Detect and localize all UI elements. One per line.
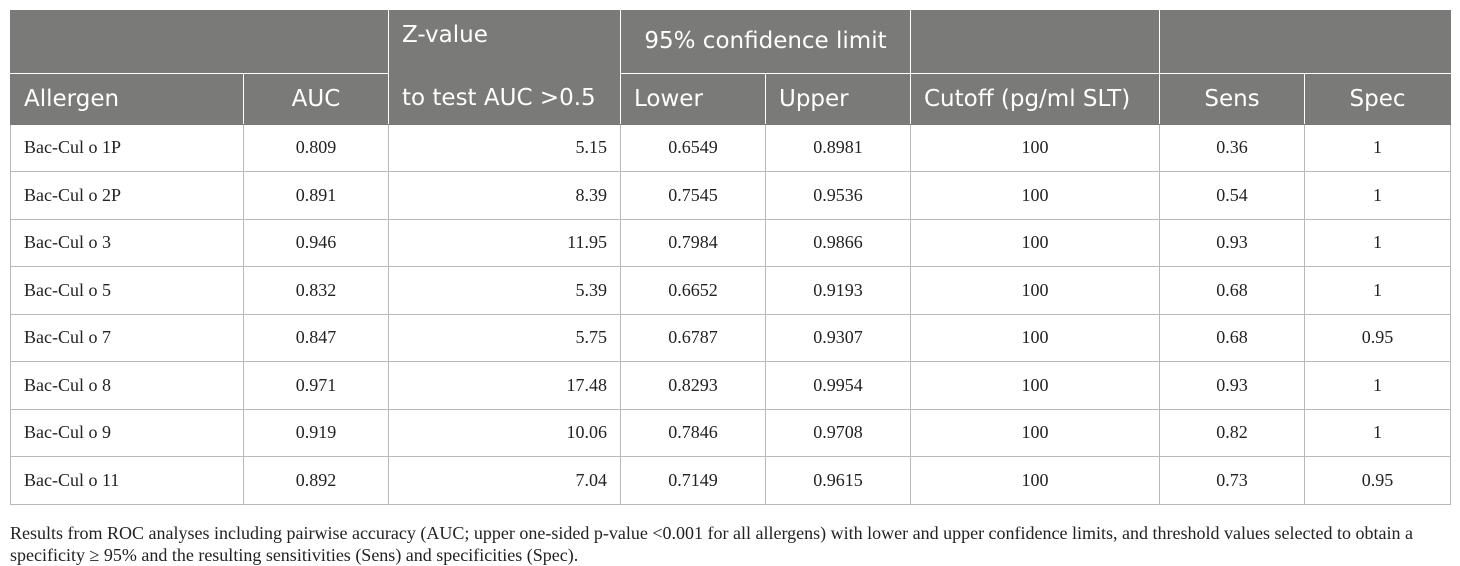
cell-cutoff: 100: [910, 361, 1160, 410]
table-header: Z-value 95% confidence limit Allergen AU…: [10, 10, 1451, 125]
cell-lower: 0.6549: [620, 123, 766, 172]
cell-upper: 0.9193: [765, 266, 911, 315]
cell-spec: 1: [1304, 408, 1451, 457]
cell-z-value: 8.39: [388, 171, 621, 220]
header-upper: Upper: [765, 73, 911, 125]
cell-allergen: Bac-Cul o 9: [10, 408, 244, 457]
cell-upper: 0.9954: [765, 361, 911, 410]
header-z-value-line1: Z-value: [388, 10, 621, 73]
cell-upper: 0.9536: [765, 171, 911, 220]
cell-lower: 0.6652: [620, 266, 766, 315]
header-auc: AUC: [243, 73, 389, 125]
table-row: Bac-Cul o 3 0.946 11.95 0.7984 0.9866 10…: [10, 218, 1451, 267]
cell-allergen: Bac-Cul o 2P: [10, 171, 244, 220]
cell-allergen: Bac-Cul o 3: [10, 218, 244, 267]
header-lower: Lower: [620, 73, 766, 125]
cell-upper: 0.8981: [765, 123, 911, 172]
header-cutoff: Cutoff (pg/ml SLT): [910, 73, 1160, 125]
cell-sens: 0.36: [1159, 123, 1305, 172]
cell-z-value: 5.75: [388, 313, 621, 362]
cell-sens: 0.82: [1159, 408, 1305, 457]
header-spec: Spec: [1304, 73, 1451, 125]
cell-upper: 0.9615: [765, 456, 911, 505]
header-confidence-limit-group: 95% confidence limit: [620, 10, 911, 74]
cell-spec: 1: [1304, 361, 1451, 410]
cell-spec: 0.95: [1304, 313, 1451, 362]
table-row: Bac-Cul o 9 0.919 10.06 0.7846 0.9708 10…: [10, 408, 1451, 457]
cell-auc: 0.832: [243, 266, 389, 315]
header-empty-cutoff: [910, 10, 1160, 74]
cell-upper: 0.9708: [765, 408, 911, 457]
cell-cutoff: 100: [910, 313, 1160, 362]
cell-auc: 0.919: [243, 408, 389, 457]
table-footnote: Results from ROC analyses including pair…: [10, 523, 1413, 565]
results-table-container: Z-value 95% confidence limit Allergen AU…: [10, 10, 1451, 505]
cell-cutoff: 100: [910, 408, 1160, 457]
cell-spec: 1: [1304, 123, 1451, 172]
cell-auc: 0.946: [243, 218, 389, 267]
cell-spec: 1: [1304, 171, 1451, 220]
table-row: Bac-Cul o 5 0.832 5.39 0.6652 0.9193 100…: [10, 266, 1451, 315]
cell-z-value: 10.06: [388, 408, 621, 457]
cell-spec: 0.95: [1304, 456, 1451, 505]
header-empty-allergen-auc: [10, 10, 389, 74]
cell-sens: 0.54: [1159, 171, 1305, 220]
cell-auc: 0.847: [243, 313, 389, 362]
cell-allergen: Bac-Cul o 7: [10, 313, 244, 362]
cell-cutoff: 100: [910, 456, 1160, 505]
table-row: Bac-Cul o 7 0.847 5.75 0.6787 0.9307 100…: [10, 313, 1451, 362]
cell-spec: 1: [1304, 218, 1451, 267]
header-empty-sens-spec: [1159, 10, 1451, 74]
cell-z-value: 17.48: [388, 361, 621, 410]
cell-z-value: 5.39: [388, 266, 621, 315]
table-row: Bac-Cul o 2P 0.891 8.39 0.7545 0.9536 10…: [10, 171, 1451, 220]
header-sens: Sens: [1159, 73, 1305, 125]
cell-sens: 0.68: [1159, 313, 1305, 362]
cell-allergen: Bac-Cul o 5: [10, 266, 244, 315]
cell-lower: 0.7984: [620, 218, 766, 267]
cell-sens: 0.68: [1159, 266, 1305, 315]
table-body: Bac-Cul o 1P 0.809 5.15 0.6549 0.8981 10…: [10, 123, 1451, 505]
cell-auc: 0.892: [243, 456, 389, 505]
cell-lower: 0.7545: [620, 171, 766, 220]
cell-allergen: Bac-Cul o 8: [10, 361, 244, 410]
table-row: Bac-Cul o 8 0.971 17.48 0.8293 0.9954 10…: [10, 361, 1451, 410]
cell-sens: 0.93: [1159, 218, 1305, 267]
cell-upper: 0.9307: [765, 313, 911, 362]
cell-allergen: Bac-Cul o 1P: [10, 123, 244, 172]
cell-cutoff: 100: [910, 218, 1160, 267]
header-allergen: Allergen: [10, 73, 244, 125]
cell-cutoff: 100: [910, 123, 1160, 172]
cell-auc: 0.809: [243, 123, 389, 172]
cell-spec: 1: [1304, 266, 1451, 315]
roc-results-table: Z-value 95% confidence limit Allergen AU…: [10, 10, 1451, 505]
cell-lower: 0.8293: [620, 361, 766, 410]
cell-z-value: 5.15: [388, 123, 621, 172]
cell-allergen: Bac-Cul o 11: [10, 456, 244, 505]
cell-lower: 0.6787: [620, 313, 766, 362]
table-row: Bac-Cul o 1P 0.809 5.15 0.6549 0.8981 10…: [10, 123, 1451, 172]
cell-auc: 0.971: [243, 361, 389, 410]
cell-cutoff: 100: [910, 171, 1160, 220]
cell-z-value: 11.95: [388, 218, 621, 267]
cell-auc: 0.891: [243, 171, 389, 220]
cell-upper: 0.9866: [765, 218, 911, 267]
cell-z-value: 7.04: [388, 456, 621, 505]
table-row: Bac-Cul o 11 0.892 7.04 0.7149 0.9615 10…: [10, 456, 1451, 505]
cell-lower: 0.7846: [620, 408, 766, 457]
header-z-value-line2: to test AUC >0.5: [388, 73, 621, 125]
cell-lower: 0.7149: [620, 456, 766, 505]
cell-sens: 0.93: [1159, 361, 1305, 410]
cell-sens: 0.73: [1159, 456, 1305, 505]
cell-cutoff: 100: [910, 266, 1160, 315]
